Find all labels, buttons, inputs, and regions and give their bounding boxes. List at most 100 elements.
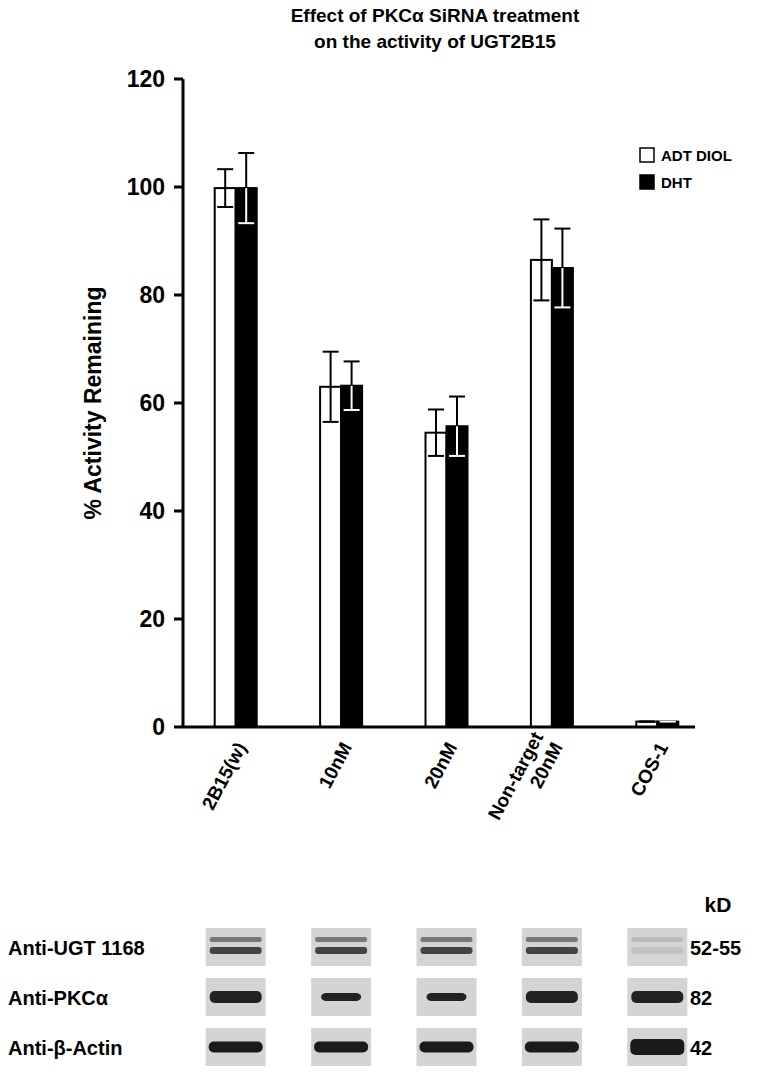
blot-bg	[522, 928, 582, 966]
band	[210, 937, 262, 942]
error-cap	[238, 152, 254, 154]
bar	[236, 188, 257, 727]
x-tick-label: 10nM	[315, 739, 356, 792]
blot-lane	[311, 1028, 371, 1066]
band	[525, 1042, 579, 1053]
band	[427, 993, 467, 1001]
x-tick-label-line: 2B15(w)	[198, 739, 251, 813]
legend-swatch	[640, 175, 654, 189]
blot-row-label: Anti-β-Actin	[8, 1037, 122, 1059]
y-tick-label: 40	[139, 498, 165, 524]
blot-lane	[522, 928, 582, 966]
error-upper	[456, 397, 458, 427]
blot-bg	[522, 1028, 582, 1066]
title-line: on the activity of UGT2B15	[314, 31, 556, 52]
blot-bg	[627, 928, 687, 966]
band	[421, 937, 473, 942]
error-bar	[344, 361, 360, 410]
error-upper	[540, 219, 542, 260]
error-upper	[330, 352, 332, 387]
error-cap	[660, 721, 676, 723]
error-lower	[561, 268, 563, 307]
error-lower	[456, 426, 458, 456]
blot-bg	[311, 1028, 371, 1066]
band	[315, 937, 367, 942]
legend-label: ADT DIOL	[661, 147, 732, 164]
error-bar	[217, 169, 233, 207]
band	[321, 993, 361, 1001]
error-cap	[554, 228, 570, 230]
x-tick-label-line: 20nM	[525, 739, 566, 792]
y-tick	[174, 618, 183, 621]
y-tick-label: 20	[139, 606, 165, 632]
band	[526, 991, 578, 1003]
error-bar	[428, 409, 444, 455]
error-cap	[344, 360, 360, 362]
blot-lane	[311, 928, 371, 966]
error-lower	[224, 188, 226, 207]
error-cap	[344, 409, 360, 411]
band	[314, 1042, 368, 1053]
error-upper	[561, 229, 563, 268]
y-tick-label: 0	[152, 714, 165, 740]
x-tick-label: COS-1	[626, 738, 672, 800]
blot-lane	[417, 928, 477, 966]
blot-bg	[627, 978, 687, 1016]
error-cap	[660, 721, 676, 723]
x-axis-line	[183, 726, 695, 729]
error-cap	[217, 168, 233, 170]
y-tick-label: 100	[127, 174, 165, 200]
title: Effect of PKCα SiRNA treatment on the act…	[291, 5, 580, 52]
blot-lane	[627, 928, 687, 966]
error-bar	[639, 721, 655, 722]
blot-kd: 52-55	[690, 937, 741, 959]
y-tick-label: 120	[127, 66, 165, 92]
error-upper	[435, 409, 437, 432]
blot-lane	[206, 978, 266, 1016]
band	[420, 1042, 474, 1053]
error-bar	[449, 397, 465, 456]
title-line: Effect of PKCα SiRNA treatment	[291, 5, 580, 26]
blot-lane	[417, 978, 477, 1016]
error-lower	[245, 188, 247, 223]
y-tick	[174, 510, 183, 513]
bar	[215, 188, 236, 727]
blot-row-label: Anti-PKCα	[8, 987, 109, 1009]
x-tick-label-line: 20nM	[420, 739, 461, 792]
y-tick	[174, 186, 183, 189]
band	[526, 947, 578, 954]
error-cap	[449, 396, 465, 398]
blot-bg	[206, 1028, 266, 1066]
error-cap	[533, 218, 549, 220]
band	[210, 991, 262, 1003]
error-cap	[533, 299, 549, 301]
error-bar	[554, 229, 570, 308]
y-tick	[174, 726, 183, 729]
y-tick-label: 80	[139, 282, 165, 308]
legend: ADT DIOL DHT	[640, 147, 732, 191]
x-tick-label-line: COS-1	[626, 738, 672, 800]
blot-unit: kD	[705, 893, 732, 916]
bar	[552, 268, 573, 727]
band	[630, 1039, 684, 1055]
bar	[447, 426, 468, 727]
blot-bg	[522, 978, 582, 1016]
y-tick	[174, 402, 183, 405]
y-axis-label: % Activity Remaining	[80, 286, 106, 519]
error-upper	[224, 169, 226, 188]
error-lower	[330, 387, 332, 422]
band	[631, 991, 683, 1003]
blot-row-label: Anti-UGT 1168	[8, 937, 145, 959]
band	[526, 937, 578, 942]
blot-lane	[206, 928, 266, 966]
blot-bg	[417, 1028, 477, 1066]
blot-lane	[522, 978, 582, 1016]
band	[315, 947, 367, 954]
legend-label: DHT	[661, 174, 692, 191]
x-tick-label-line: 10nM	[315, 739, 356, 792]
blot-kd: 82	[690, 987, 712, 1009]
error-cap	[238, 222, 254, 224]
y-tick-label: 60	[139, 390, 165, 416]
error-cap	[449, 455, 465, 457]
y-tick	[174, 78, 183, 81]
